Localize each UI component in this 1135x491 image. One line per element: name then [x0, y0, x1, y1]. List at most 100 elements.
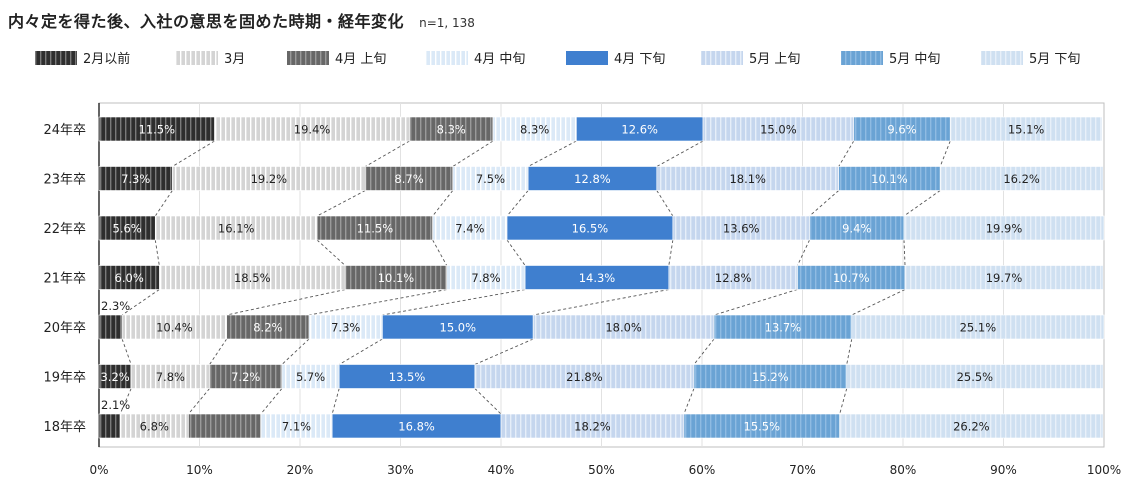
data-label: 6.0% — [115, 271, 144, 285]
connector-line — [939, 140, 951, 167]
x-tick-label: 40% — [488, 463, 515, 477]
connector-line — [474, 388, 502, 415]
data-label: 7.2% — [231, 370, 260, 384]
bar-segment — [904, 265, 1104, 290]
legend-label: 4月 中旬 — [474, 52, 525, 67]
data-label: 7.4% — [455, 222, 484, 236]
connector-line — [656, 190, 674, 217]
connector-line — [903, 190, 941, 217]
connector-line — [154, 190, 173, 217]
data-label: 25.5% — [957, 370, 994, 384]
connector-line — [809, 190, 839, 217]
bar-segment — [316, 215, 433, 241]
connector-line — [308, 289, 447, 316]
data-label: 11.5% — [357, 222, 394, 236]
data-label: 16.2% — [1003, 172, 1040, 186]
data-label: 18.1% — [729, 172, 766, 186]
legend-swatch — [841, 51, 883, 65]
x-axis-ticks: 0% 10% 20% 30% 40% 50% 60% 70% 80% 90% 100% — [89, 463, 1121, 477]
x-tick-label: 0% — [89, 463, 108, 477]
data-label: 2.1% — [101, 398, 130, 412]
connector-line — [188, 388, 210, 415]
legend-swatch — [426, 51, 468, 65]
data-label: 15.5% — [744, 420, 781, 434]
legend-label: 3月 — [224, 52, 245, 67]
bar-segment — [851, 314, 1105, 340]
data-label: 8.7% — [394, 172, 423, 186]
bar-segment — [668, 265, 798, 290]
category-label: 19年卒 — [43, 371, 86, 386]
bar-segment — [506, 215, 674, 241]
bar-segment — [492, 116, 577, 142]
connector-line — [331, 388, 340, 415]
data-label: 13.5% — [389, 370, 426, 384]
connector-line — [209, 338, 228, 365]
legend-label: 5月 中旬 — [889, 52, 940, 67]
bar-segment — [683, 413, 840, 439]
bar-segment — [524, 265, 670, 290]
data-label: 10.7% — [833, 271, 870, 285]
connector-line — [506, 190, 529, 217]
legend-swatch — [981, 51, 1023, 65]
connector-line — [839, 388, 848, 415]
legend-label: 5月 下旬 — [1029, 52, 1080, 67]
connector-line — [474, 338, 534, 365]
x-tick-label: 20% — [287, 463, 314, 477]
legend-item: 5月 中旬 — [841, 51, 940, 67]
data-label: 19.4% — [294, 123, 331, 137]
data-label: 15.1% — [1008, 123, 1045, 137]
connector-line — [338, 338, 383, 365]
data-label: 26.2% — [953, 420, 990, 434]
bar-segment — [500, 413, 685, 439]
bar-segment — [365, 166, 454, 191]
connector-line — [903, 239, 906, 266]
bar-segment — [344, 265, 448, 290]
data-label: 25.1% — [960, 321, 997, 335]
legend-label: 4月 下旬 — [614, 52, 665, 67]
data-label: 7.5% — [476, 172, 505, 186]
connector-line — [121, 338, 132, 365]
bar-segment — [98, 265, 160, 290]
bar-segment — [903, 215, 1105, 241]
bar-segment — [98, 364, 132, 389]
legend-item: 5月 上旬 — [701, 51, 800, 67]
legend-swatch — [566, 51, 608, 65]
bar-segment — [656, 166, 839, 191]
connector-line — [226, 289, 346, 316]
x-tick-label: 50% — [588, 463, 615, 477]
data-label: 13.7% — [765, 321, 802, 335]
connector-line — [432, 239, 448, 266]
connector-line — [121, 289, 160, 316]
connector-line — [693, 338, 715, 365]
category-labels: 24年卒 23年卒 22年卒 21年卒 20年卒 19年卒 18年卒 — [43, 123, 86, 435]
bar-segment — [119, 413, 189, 439]
bar-segment — [446, 265, 526, 290]
category-label: 22年卒 — [43, 222, 86, 237]
category-label: 23年卒 — [43, 173, 86, 188]
bar-segment — [576, 116, 704, 142]
connector-line — [281, 338, 310, 365]
data-label: 16.5% — [572, 222, 609, 236]
bar-segment — [838, 166, 941, 191]
bar-segment — [853, 116, 951, 142]
bar-segment — [98, 314, 123, 340]
data-label: 5.7% — [296, 370, 325, 384]
data-label: 15.0% — [440, 321, 477, 335]
connector-line — [365, 140, 410, 167]
bar-segment — [331, 413, 502, 439]
data-label: 9.4% — [842, 222, 871, 236]
bar-segment — [121, 314, 227, 340]
bar-segment — [98, 413, 121, 439]
legend-label: 5月 上旬 — [749, 52, 800, 67]
data-label: 6.8% — [140, 420, 169, 434]
data-label: 16.8% — [398, 420, 435, 434]
data-label: 18.5% — [234, 271, 271, 285]
sample-size: n=1, 138 — [419, 16, 475, 30]
legend-label: 4月 上旬 — [335, 52, 386, 67]
connector-line — [260, 388, 283, 415]
legend-swatch — [701, 51, 743, 65]
data-label: 8.2% — [253, 321, 282, 335]
legend-label: 2月以前 — [83, 51, 130, 67]
x-tick-label: 90% — [990, 463, 1017, 477]
legend-swatch — [35, 51, 77, 65]
